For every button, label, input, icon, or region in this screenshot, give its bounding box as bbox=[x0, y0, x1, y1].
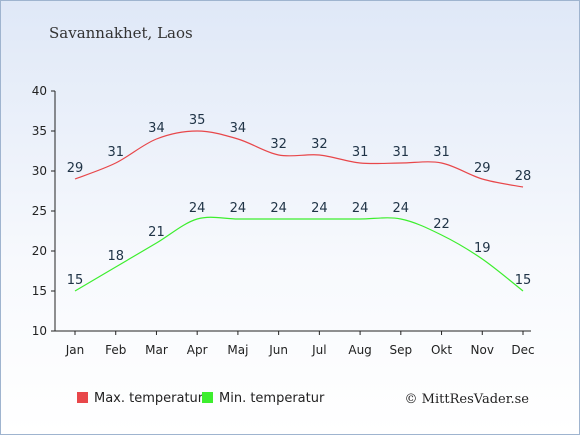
y-tick-label: 40 bbox=[32, 84, 47, 98]
x-tick-label: Okt bbox=[431, 343, 452, 357]
legend-swatch bbox=[202, 392, 213, 403]
y-tick-label: 10 bbox=[32, 324, 47, 338]
legend-label: Max. temperatur bbox=[94, 391, 204, 406]
data-label: 29 bbox=[474, 161, 491, 176]
data-label: 18 bbox=[107, 249, 124, 264]
x-tick-label: Feb bbox=[105, 343, 126, 357]
legend-swatch bbox=[77, 392, 88, 403]
data-label: 34 bbox=[230, 121, 247, 136]
data-label: 24 bbox=[230, 201, 247, 216]
data-label: 29 bbox=[67, 161, 84, 176]
y-tick-label: 20 bbox=[32, 244, 47, 258]
data-label: 32 bbox=[270, 137, 287, 152]
x-tick-label: Sep bbox=[390, 343, 413, 357]
y-tick-label: 30 bbox=[32, 164, 47, 178]
data-label: 35 bbox=[189, 113, 206, 128]
x-tick-label: Jan bbox=[65, 343, 85, 357]
data-label: 31 bbox=[393, 145, 410, 160]
data-label: 15 bbox=[515, 273, 532, 288]
data-label: 31 bbox=[107, 145, 124, 160]
x-tick-label: Mar bbox=[145, 343, 168, 357]
data-label: 24 bbox=[270, 201, 287, 216]
x-tick-label: Jun bbox=[268, 343, 288, 357]
data-label: 31 bbox=[433, 145, 450, 160]
series-line-max bbox=[74, 130, 524, 188]
data-label: 15 bbox=[67, 273, 84, 288]
data-label: 34 bbox=[148, 121, 165, 136]
x-tick-label: Jul bbox=[311, 343, 326, 357]
data-label: 28 bbox=[515, 169, 532, 184]
y-tick-label: 25 bbox=[32, 204, 47, 218]
y-tick-label: 15 bbox=[32, 284, 47, 298]
data-label: 19 bbox=[474, 241, 491, 256]
series-line-min bbox=[74, 216, 524, 292]
data-label: 31 bbox=[352, 145, 369, 160]
x-tick-label: Aug bbox=[348, 343, 371, 357]
x-tick-label: Nov bbox=[471, 343, 494, 357]
x-tick-label: Maj bbox=[227, 343, 248, 357]
y-tick-label: 35 bbox=[32, 124, 47, 138]
legend-label: Min. temperatur bbox=[219, 391, 325, 406]
credit-text: © MittResVader.se bbox=[405, 392, 530, 407]
x-tick-label: Dec bbox=[511, 343, 534, 357]
x-tick-label: Apr bbox=[187, 343, 208, 357]
data-label: 24 bbox=[393, 201, 410, 216]
data-label: 22 bbox=[433, 217, 450, 232]
data-label: 32 bbox=[311, 137, 328, 152]
chart-title: Savannakhet, Laos bbox=[49, 24, 193, 42]
data-label: 24 bbox=[352, 201, 369, 216]
data-label: 24 bbox=[311, 201, 328, 216]
data-label: 24 bbox=[189, 201, 206, 216]
data-label: 21 bbox=[148, 225, 165, 240]
